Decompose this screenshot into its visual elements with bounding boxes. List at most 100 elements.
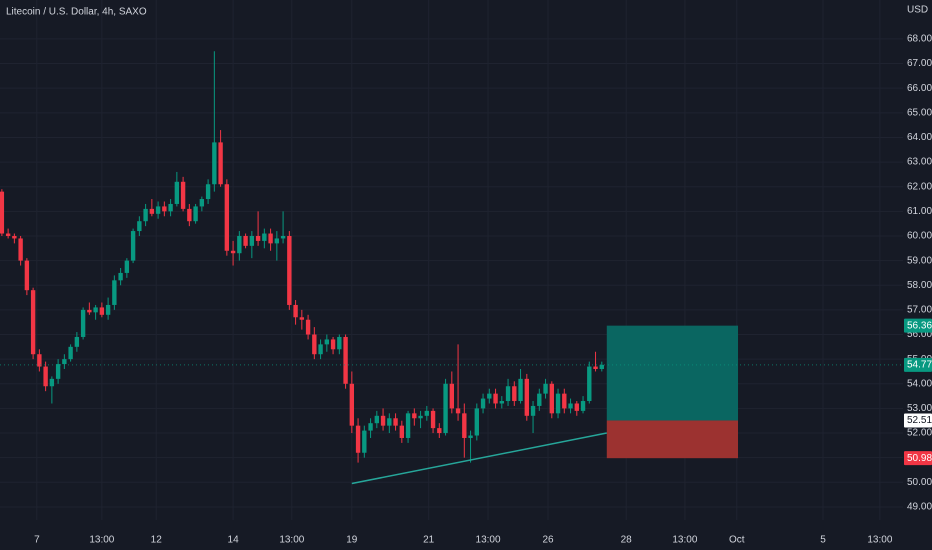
candle-body (287, 235, 292, 305)
candle-body (399, 425, 405, 438)
candle-body (437, 428, 442, 434)
x-tick-label: 28 (621, 535, 633, 546)
candle-body (387, 418, 392, 426)
price-tag-label: 54.77 (907, 359, 932, 370)
candle-body (5, 233, 11, 236)
candle-body (530, 405, 536, 416)
candle-body (93, 307, 98, 313)
price-tag (904, 451, 932, 466)
candle-body (187, 208, 192, 222)
y-tick-label: 53.00 (907, 403, 932, 414)
candle-body (55, 364, 61, 379)
candle-body (424, 410, 430, 416)
y-tick-label: 49.00 (907, 502, 932, 513)
price-tag (904, 318, 932, 333)
candle-body (349, 383, 355, 426)
candle-body (99, 307, 105, 315)
candle-body (230, 250, 236, 254)
candle-body (243, 235, 248, 246)
candle-body (562, 393, 567, 409)
y-tick-label: 59.00 (907, 255, 932, 266)
candle-body (262, 233, 267, 241)
y-tick-label: 61.00 (907, 206, 932, 217)
candle-body (80, 309, 86, 337)
candle-body (274, 238, 280, 244)
y-tick-label: 68.00 (907, 34, 932, 45)
x-tick-label: 7 (34, 535, 40, 546)
candle-body (318, 344, 323, 355)
candle-body (549, 383, 554, 414)
candle-body (0, 191, 5, 234)
x-tick-label: 13:00 (867, 535, 892, 546)
candle-body (212, 142, 217, 185)
y-tick-label: 66.00 (907, 83, 932, 94)
y-tick-label: 54.00 (907, 378, 932, 389)
axes: 49.0050.0051.0052.0053.0054.0055.0056.00… (34, 34, 932, 546)
candle-body (224, 184, 230, 251)
candle-body (543, 383, 548, 394)
candle-body (112, 280, 117, 305)
candle-body (380, 415, 386, 426)
candle-body (305, 319, 311, 335)
candle-body (599, 364, 604, 370)
candle-body (343, 336, 348, 384)
candle-body (487, 393, 492, 399)
price-tag-label: 56.36 (907, 320, 932, 331)
candle-body (218, 142, 223, 185)
candle-body (449, 383, 454, 409)
candle-body (105, 304, 111, 315)
y-tick-label: 63.00 (907, 157, 932, 168)
candle-body (130, 231, 136, 261)
x-tick-label: 13:00 (672, 535, 697, 546)
candle-body (193, 206, 198, 222)
plot (0, 51, 903, 485)
y-tick-label: 58.00 (907, 280, 932, 291)
candle-body (143, 208, 148, 222)
candle-body (174, 181, 180, 204)
price-tag (904, 413, 932, 428)
candle-body (499, 401, 504, 404)
candle-body (537, 393, 542, 406)
candle-body (368, 423, 373, 431)
candle-body (480, 398, 486, 409)
candle-body (168, 203, 173, 212)
candle-body (524, 378, 529, 416)
y-tick-label: 64.00 (907, 132, 932, 143)
grid (0, 0, 903, 520)
candle-body (468, 435, 473, 438)
price-tag-label: 50.98 (907, 453, 932, 464)
candle-body (299, 317, 305, 320)
candle-body (512, 386, 517, 402)
x-tick-label: 13:00 (279, 535, 304, 546)
candle-body (237, 235, 242, 254)
candle-body (593, 366, 598, 370)
candle-body (324, 339, 330, 345)
candle-body (162, 206, 167, 212)
candle-body (362, 430, 367, 453)
x-tick-label: 26 (542, 535, 554, 546)
y-tick-label: 56.00 (907, 329, 932, 340)
candle-body (412, 413, 417, 419)
candle-body (518, 378, 523, 402)
candle-body (30, 290, 36, 355)
candle-body (330, 339, 336, 350)
y-tick-label: 65.00 (907, 107, 932, 118)
candle-body (462, 413, 467, 438)
x-tick-label: Oct (729, 535, 745, 546)
y-tick-label: 50.00 (907, 477, 932, 488)
candle-body (430, 410, 436, 429)
trendline (351, 432, 607, 485)
candle-body (124, 260, 130, 273)
candle-body (505, 386, 511, 402)
candle-body (49, 378, 55, 387)
candle-body (280, 235, 286, 239)
candle-body (68, 346, 73, 360)
y-tick-label: 52.00 (907, 428, 932, 439)
candle-body (43, 366, 48, 387)
candle-body (205, 184, 211, 200)
candle-body (568, 403, 573, 409)
candle-body (312, 334, 317, 355)
candle-body (87, 309, 92, 313)
